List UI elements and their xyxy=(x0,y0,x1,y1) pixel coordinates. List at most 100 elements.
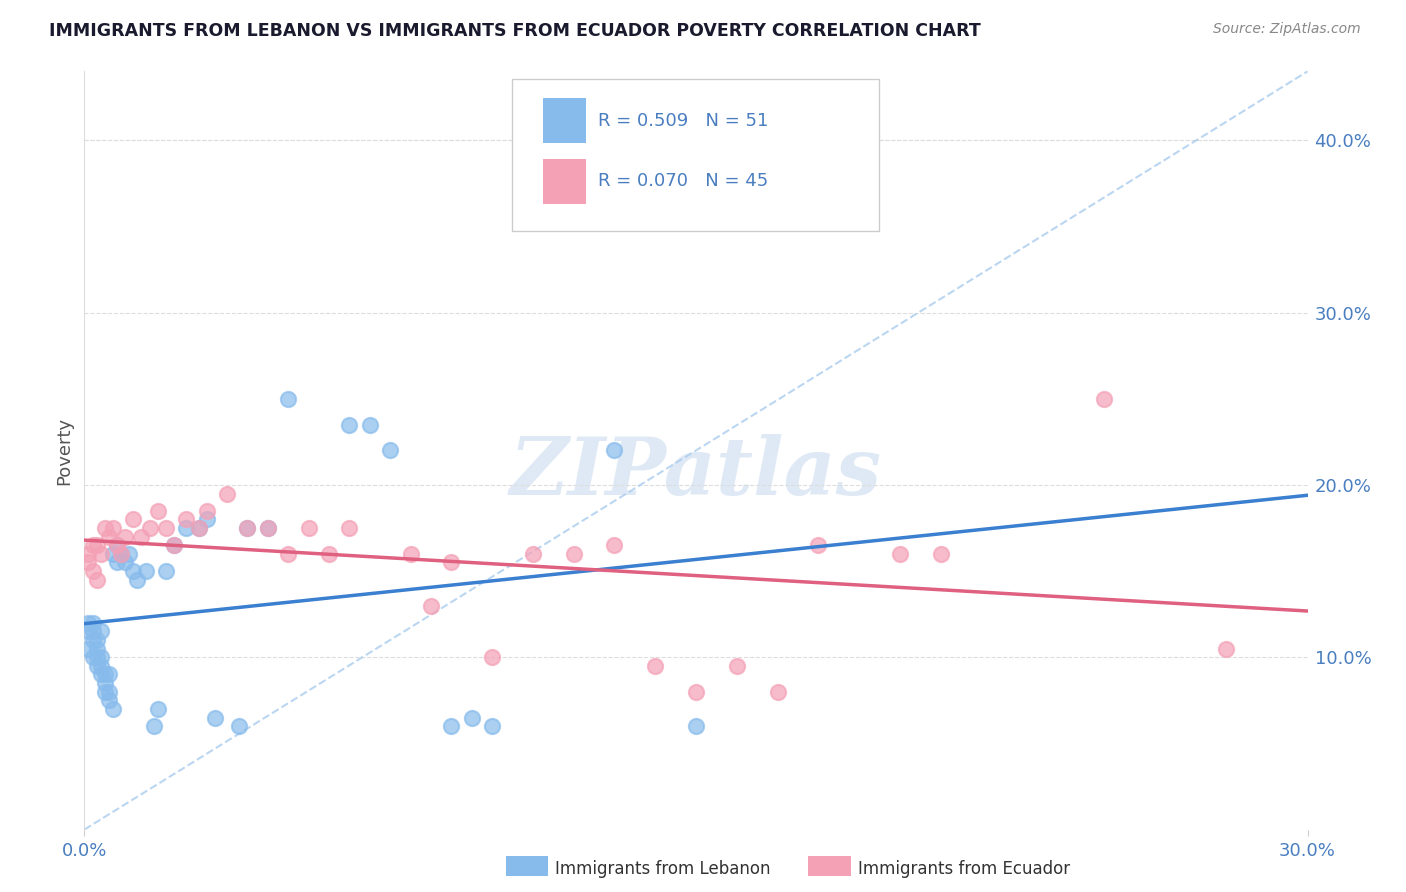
Point xyxy=(1215,641,1237,656)
Point xyxy=(77,641,100,656)
Point xyxy=(257,521,280,535)
Point xyxy=(93,667,115,681)
Point xyxy=(380,443,402,458)
Text: Immigrants from Lebanon: Immigrants from Lebanon xyxy=(555,860,770,878)
Point xyxy=(339,417,361,432)
Point xyxy=(97,693,120,707)
Point xyxy=(77,615,100,630)
Point xyxy=(204,710,226,724)
Point xyxy=(86,641,108,656)
Point xyxy=(77,547,100,561)
Point xyxy=(82,564,104,578)
Point xyxy=(155,521,177,535)
Point xyxy=(82,615,104,630)
Point xyxy=(807,538,830,552)
Point xyxy=(298,521,321,535)
Point xyxy=(562,547,585,561)
Text: R = 0.070   N = 45: R = 0.070 N = 45 xyxy=(598,172,768,190)
Point xyxy=(97,684,120,698)
Point xyxy=(135,564,157,578)
Text: Source: ZipAtlas.com: Source: ZipAtlas.com xyxy=(1213,22,1361,37)
Point xyxy=(110,547,132,561)
Point xyxy=(155,564,177,578)
Point xyxy=(187,521,209,535)
Point xyxy=(187,521,209,535)
Point xyxy=(77,624,100,639)
Point xyxy=(644,658,666,673)
Point xyxy=(114,556,136,570)
Point xyxy=(257,521,280,535)
Point xyxy=(82,633,104,648)
Point xyxy=(318,547,340,561)
Point xyxy=(138,521,160,535)
Point xyxy=(163,538,186,552)
Point xyxy=(420,599,443,613)
Point xyxy=(114,530,136,544)
FancyBboxPatch shape xyxy=(543,159,586,204)
Point xyxy=(481,719,503,733)
Point xyxy=(131,530,153,544)
Point xyxy=(359,417,381,432)
Point xyxy=(339,521,361,535)
Point xyxy=(236,521,259,535)
Point xyxy=(725,658,748,673)
Text: IMMIGRANTS FROM LEBANON VS IMMIGRANTS FROM ECUADOR POVERTY CORRELATION CHART: IMMIGRANTS FROM LEBANON VS IMMIGRANTS FR… xyxy=(49,22,981,40)
Point xyxy=(195,512,218,526)
Point xyxy=(122,564,145,578)
Point xyxy=(90,667,112,681)
Point xyxy=(685,719,707,733)
Point xyxy=(122,512,145,526)
Point xyxy=(110,547,132,561)
Point xyxy=(277,392,299,406)
Point xyxy=(93,676,115,690)
Point xyxy=(277,547,299,561)
Point xyxy=(1092,392,1115,406)
Point xyxy=(90,547,112,561)
Point xyxy=(101,521,124,535)
Point xyxy=(399,547,422,561)
Point xyxy=(603,538,626,552)
Point xyxy=(440,719,463,733)
Point xyxy=(163,538,186,552)
Point xyxy=(118,547,141,561)
Point xyxy=(77,556,100,570)
FancyBboxPatch shape xyxy=(513,79,880,230)
FancyBboxPatch shape xyxy=(543,98,586,144)
Point xyxy=(440,556,463,570)
Point xyxy=(82,650,104,665)
Point xyxy=(93,684,115,698)
Point xyxy=(86,658,108,673)
Text: ZIPatlas: ZIPatlas xyxy=(510,434,882,512)
Point xyxy=(685,684,707,698)
Point xyxy=(97,667,120,681)
Point xyxy=(105,538,128,552)
Point xyxy=(127,573,149,587)
Text: R = 0.509   N = 51: R = 0.509 N = 51 xyxy=(598,112,769,129)
Point xyxy=(97,530,120,544)
Point xyxy=(461,710,484,724)
Text: Immigrants from Ecuador: Immigrants from Ecuador xyxy=(858,860,1070,878)
Point xyxy=(142,719,165,733)
Point xyxy=(889,547,911,561)
Point xyxy=(86,650,108,665)
Point xyxy=(929,547,952,561)
Point xyxy=(228,719,250,733)
Point xyxy=(195,504,218,518)
Point xyxy=(766,684,789,698)
Point xyxy=(101,547,124,561)
Point xyxy=(174,512,197,526)
Point xyxy=(481,650,503,665)
Point xyxy=(86,633,108,648)
Point xyxy=(105,556,128,570)
Point xyxy=(101,702,124,716)
Point xyxy=(603,443,626,458)
Point xyxy=(236,521,259,535)
Point xyxy=(90,658,112,673)
Point xyxy=(93,521,115,535)
Y-axis label: Poverty: Poverty xyxy=(55,417,73,484)
Point xyxy=(217,486,239,500)
Point xyxy=(82,538,104,552)
Point xyxy=(174,521,197,535)
Point xyxy=(105,538,128,552)
Point xyxy=(86,538,108,552)
